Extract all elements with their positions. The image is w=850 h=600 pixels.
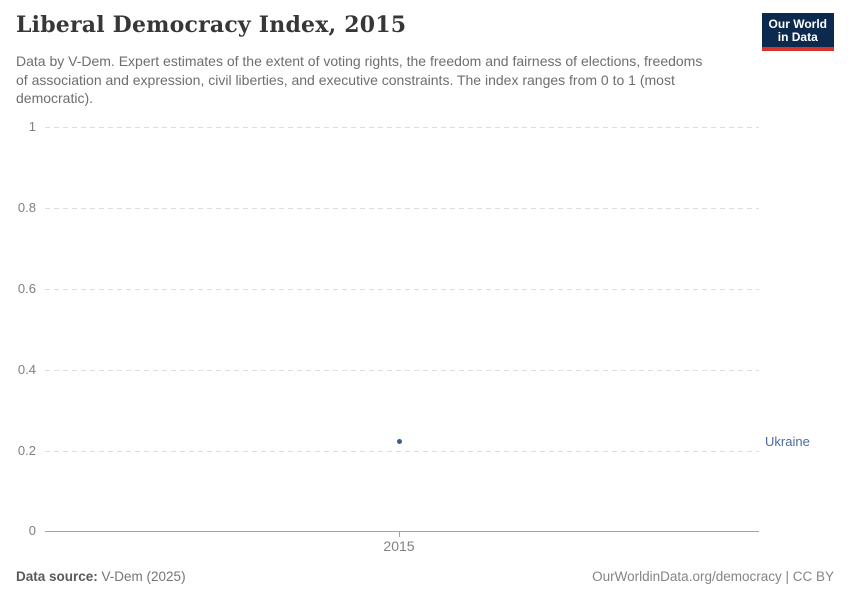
y-tick-label-0-6: 0.6 xyxy=(17,281,36,296)
owid-logo-line2: in Data xyxy=(777,30,818,44)
data-point-ukraine-2015[interactable] xyxy=(397,439,402,444)
chart-title: Liberal Democracy Index, 2015 xyxy=(16,12,407,38)
y-tick-label-0-8: 0.8 xyxy=(17,200,36,215)
x-axis-line xyxy=(45,531,759,532)
gridline-1 xyxy=(45,127,759,128)
owid-logo-line1: Our World xyxy=(768,17,827,31)
credit-link[interactable]: OurWorldinData.org/democracy | CC BY xyxy=(592,569,834,584)
data-source-value: V-Dem (2025) xyxy=(97,569,186,584)
subtitle-line-3: democratic). xyxy=(16,90,94,106)
gridline-0-4 xyxy=(45,370,759,371)
data-source-label: Data source: xyxy=(16,569,98,584)
subtitle-line-2: of association and expression, civil lib… xyxy=(16,71,675,88)
x-tick-mark-2015 xyxy=(399,531,400,537)
y-tick-label-0-2: 0.2 xyxy=(17,443,36,458)
gridline-0-8 xyxy=(45,208,759,209)
y-tick-label-0: 0 xyxy=(28,523,36,538)
subtitle-line-1: Data by V-Dem. Expert estimates of the e… xyxy=(16,53,703,69)
data-source-note: Data source: V-Dem (2025) xyxy=(16,569,186,584)
owid-logo[interactable]: Our World in Data xyxy=(761,13,834,51)
y-tick-label-0-4: 0.4 xyxy=(17,362,36,377)
x-tick-label-2015: 2015 xyxy=(383,538,415,554)
entity-label-ukraine[interactable]: Ukraine xyxy=(765,434,810,449)
gridline-0-2 xyxy=(45,451,759,452)
chart-subtitle: Data by V-Dem. Expert estimates of the e… xyxy=(16,52,761,108)
y-tick-label-1: 1 xyxy=(28,119,36,134)
gridline-0-6 xyxy=(45,289,759,290)
